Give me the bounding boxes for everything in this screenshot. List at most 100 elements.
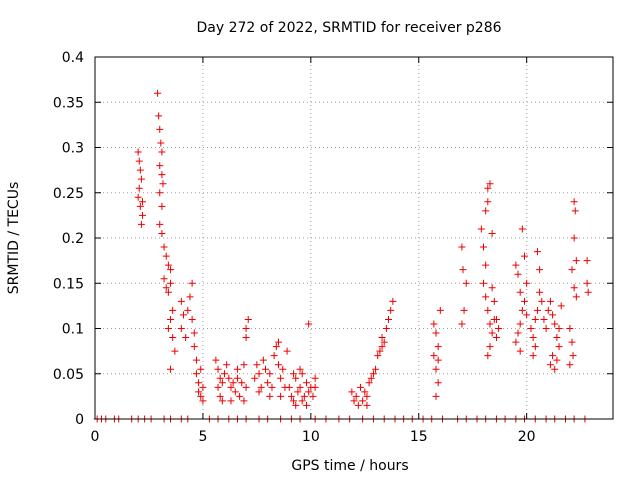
data-point (566, 325, 574, 332)
data-point (571, 207, 579, 215)
x-tick-label: 20 (518, 429, 536, 445)
data-point (255, 370, 263, 378)
y-tick-label: 0.25 (53, 186, 84, 202)
data-point (135, 184, 143, 192)
data-point (434, 379, 442, 387)
data-point (199, 397, 207, 405)
data-point (387, 306, 395, 314)
data-point (492, 334, 500, 342)
data-point (533, 306, 541, 314)
data-point (290, 397, 298, 405)
data-point (484, 306, 492, 314)
data-point (216, 374, 224, 382)
data-point (218, 397, 226, 405)
data-point (523, 279, 531, 287)
data-point (240, 397, 248, 405)
data-point (458, 243, 466, 251)
data-point (259, 356, 267, 364)
y-tick-label: 0.15 (53, 276, 84, 292)
axis-ticks (94, 56, 613, 420)
data-point (277, 374, 285, 382)
data-point (490, 297, 498, 305)
data-point (285, 383, 293, 391)
data-point (158, 148, 166, 156)
data-point (486, 180, 494, 188)
data-point (529, 352, 537, 360)
x-tick-label: 15 (410, 429, 428, 445)
data-point (363, 392, 371, 400)
data-point (477, 225, 485, 233)
data-point (568, 338, 576, 346)
data-point (533, 248, 541, 256)
x-tick-labels: 0 5 10 15 20 (91, 429, 536, 445)
data-point (566, 361, 574, 369)
data-point (160, 243, 168, 251)
data-point (270, 352, 278, 360)
data-point (303, 401, 311, 409)
data-point (544, 306, 552, 314)
data-points (93, 89, 592, 423)
data-point (531, 343, 539, 351)
data-point (350, 397, 358, 405)
data-point (274, 338, 282, 346)
data-point (159, 180, 167, 188)
data-point (482, 207, 490, 215)
data-point (432, 365, 440, 373)
data-point (484, 198, 492, 206)
data-point (518, 306, 526, 314)
data-point (199, 383, 207, 391)
data-point (177, 325, 185, 332)
data-point (516, 347, 524, 355)
data-point (380, 338, 388, 346)
data-point (156, 125, 164, 133)
data-point (160, 275, 168, 283)
data-point (549, 352, 557, 360)
data-point (266, 392, 274, 400)
data-point (294, 388, 302, 396)
data-point (572, 293, 580, 301)
data-point (225, 374, 233, 382)
data-point (570, 198, 578, 206)
data-point (486, 320, 494, 328)
data-point (264, 379, 272, 387)
data-point (186, 293, 194, 301)
data-point (305, 320, 313, 328)
data-point (434, 343, 442, 351)
data-point (169, 306, 177, 314)
data-point (570, 234, 578, 242)
data-point (212, 356, 220, 364)
data-point (352, 392, 360, 400)
data-point (482, 293, 490, 301)
data-point (514, 270, 522, 278)
data-point (251, 374, 259, 382)
data-point (233, 374, 241, 382)
data-point (480, 279, 487, 287)
data-point (584, 288, 592, 296)
data-point (512, 261, 520, 269)
data-point (156, 162, 164, 170)
data-point (227, 397, 235, 405)
data-point (361, 388, 369, 396)
data-point (266, 370, 274, 378)
x-tick-label: 10 (302, 429, 320, 445)
data-point (518, 225, 526, 233)
data-point (214, 365, 222, 373)
data-point (354, 401, 362, 409)
data-point (283, 347, 291, 355)
data-point (512, 338, 520, 346)
data-point (372, 365, 380, 373)
data-point (540, 315, 548, 323)
data-point (527, 325, 535, 332)
data-point (231, 388, 239, 396)
data-point (218, 379, 226, 387)
data-point (516, 288, 524, 296)
data-point (292, 401, 300, 409)
data-point (298, 370, 306, 378)
data-point (167, 315, 175, 323)
data-point (179, 311, 187, 319)
data-point (309, 392, 317, 400)
data-point (296, 383, 304, 391)
data-point (221, 370, 228, 378)
data-point (136, 202, 144, 210)
data-point (244, 315, 252, 323)
